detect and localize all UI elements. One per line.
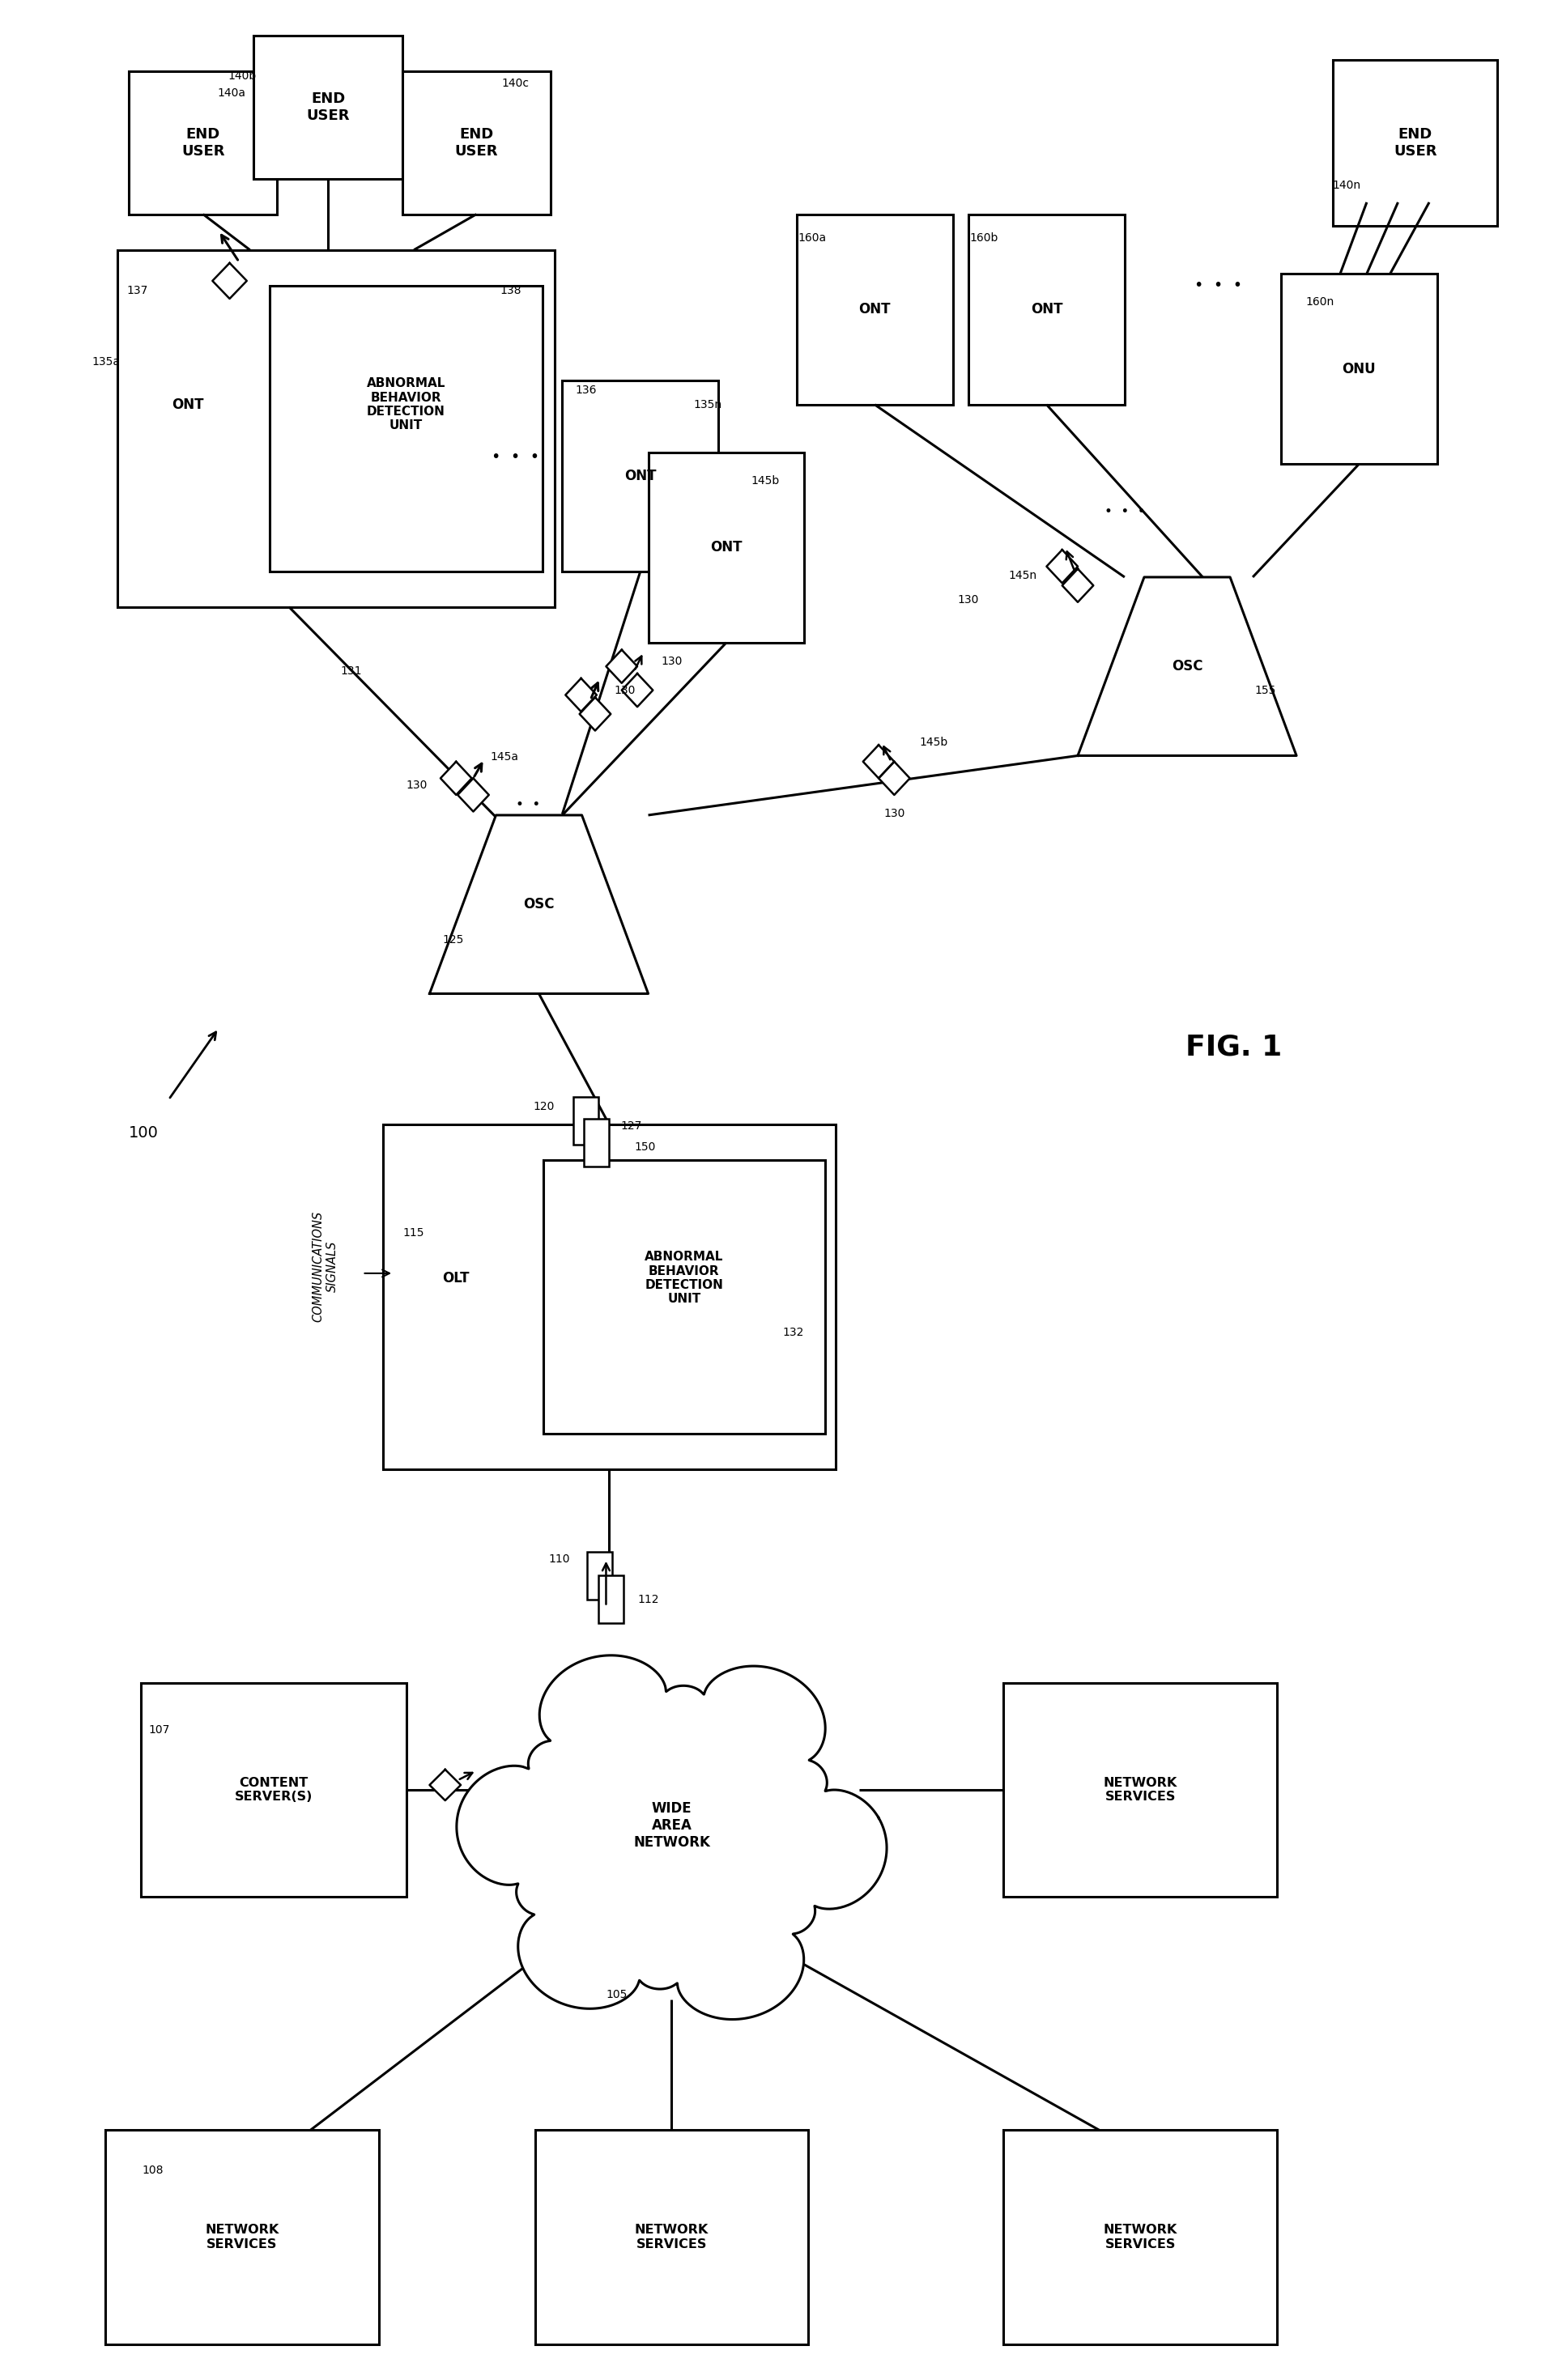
Text: 130: 130: [406, 781, 428, 790]
Bar: [584, 1119, 609, 1166]
Text: ONU: ONU: [1342, 362, 1376, 376]
Text: OSC: OSC: [523, 897, 555, 912]
Text: ONT: ONT: [1031, 302, 1062, 317]
Polygon shape: [580, 697, 611, 731]
Text: 127: 127: [620, 1121, 642, 1130]
Text: 160a: 160a: [798, 233, 826, 243]
Polygon shape: [430, 1771, 461, 1802]
Text: END
USER: END USER: [306, 90, 350, 124]
Polygon shape: [1047, 550, 1078, 583]
Bar: [573, 1097, 598, 1145]
Text: 140b: 140b: [228, 71, 256, 81]
Bar: [128, 71, 278, 214]
Text: END
USER: END USER: [455, 126, 498, 159]
Polygon shape: [456, 1656, 887, 2018]
Text: 115: 115: [403, 1228, 425, 1238]
Text: NETWORK
SERVICES: NETWORK SERVICES: [205, 2223, 280, 2251]
Polygon shape: [622, 674, 653, 707]
Text: 137: 137: [127, 286, 148, 295]
Bar: [1281, 274, 1437, 464]
Polygon shape: [606, 650, 637, 683]
Text: NETWORK
SERVICES: NETWORK SERVICES: [634, 2223, 709, 2251]
Text: END
USER: END USER: [181, 126, 225, 159]
Text: 120: 120: [533, 1102, 555, 1111]
Text: 135n: 135n: [694, 400, 722, 409]
Text: 150: 150: [634, 1142, 656, 1152]
Bar: [383, 1126, 836, 1471]
Text: 135a: 135a: [92, 357, 120, 367]
Bar: [403, 71, 551, 214]
Bar: [598, 1576, 623, 1623]
Text: 105: 105: [606, 1990, 628, 1999]
Bar: [117, 250, 555, 607]
Text: 145n: 145n: [1009, 571, 1037, 581]
Text: 155: 155: [1254, 685, 1276, 695]
Text: •  •  •: • • •: [1195, 278, 1242, 293]
Text: NETWORK
SERVICES: NETWORK SERVICES: [1103, 1775, 1178, 1804]
Text: 145b: 145b: [751, 476, 779, 486]
Text: END
USER: END USER: [1393, 126, 1437, 159]
Text: 145b: 145b: [918, 738, 948, 747]
Text: WIDE
AREA
NETWORK: WIDE AREA NETWORK: [633, 1802, 711, 1849]
Polygon shape: [430, 814, 648, 995]
Text: OSC: OSC: [1172, 659, 1203, 674]
Bar: [1334, 60, 1496, 226]
Text: 136: 136: [575, 386, 597, 395]
Bar: [1003, 2130, 1276, 2344]
Text: ABNORMAL
BEHAVIOR
DETECTION
UNIT: ABNORMAL BEHAVIOR DETECTION UNIT: [645, 1252, 723, 1304]
Bar: [648, 452, 804, 643]
Text: COMMUNICATIONS
SIGNALS: COMMUNICATIONS SIGNALS: [312, 1211, 337, 1321]
Text: OLT: OLT: [442, 1271, 470, 1285]
Text: 108: 108: [142, 2166, 164, 2175]
Polygon shape: [878, 762, 909, 795]
Polygon shape: [440, 762, 472, 795]
Bar: [253, 36, 401, 178]
Polygon shape: [458, 778, 489, 812]
Text: ONT: ONT: [625, 469, 656, 483]
Text: 138: 138: [500, 286, 522, 295]
Text: 112: 112: [637, 1595, 659, 1604]
Text: 130: 130: [884, 809, 904, 819]
Polygon shape: [1078, 578, 1296, 757]
Text: ONT: ONT: [711, 540, 742, 555]
Text: 100: 100: [128, 1126, 159, 1140]
Bar: [141, 1683, 406, 1897]
Text: ONT: ONT: [172, 397, 203, 412]
Bar: [534, 2130, 809, 2344]
Text: 107: 107: [148, 1726, 170, 1735]
Text: 160n: 160n: [1306, 298, 1334, 307]
Text: 130: 130: [614, 685, 636, 695]
Text: NETWORK
SERVICES: NETWORK SERVICES: [1103, 2223, 1178, 2251]
Text: 110: 110: [548, 1554, 570, 1564]
Text: 130: 130: [958, 595, 979, 605]
Text: 132: 132: [783, 1328, 804, 1338]
Text: 125: 125: [442, 935, 464, 945]
Text: FIG. 1: FIG. 1: [1186, 1033, 1282, 1061]
Polygon shape: [1062, 569, 1093, 602]
Text: 130: 130: [661, 657, 683, 666]
Bar: [544, 1159, 825, 1433]
Bar: [587, 1552, 612, 1599]
Text: ABNORMAL
BEHAVIOR
DETECTION
UNIT: ABNORMAL BEHAVIOR DETECTION UNIT: [367, 378, 445, 431]
Text: •  •: • •: [515, 797, 540, 812]
Text: 131: 131: [341, 666, 362, 676]
Bar: [270, 286, 544, 571]
Polygon shape: [862, 745, 893, 778]
Polygon shape: [565, 678, 597, 712]
Bar: [968, 214, 1125, 405]
Text: 140n: 140n: [1332, 181, 1361, 190]
Bar: [106, 2130, 380, 2344]
Text: 145a: 145a: [490, 752, 519, 762]
Text: 140c: 140c: [501, 79, 530, 88]
Text: 140a: 140a: [217, 88, 245, 98]
Text: ONT: ONT: [859, 302, 890, 317]
Bar: [1003, 1683, 1276, 1897]
Polygon shape: [212, 264, 247, 298]
Text: •  •  •: • • •: [1104, 505, 1145, 519]
Text: •  •  •: • • •: [492, 450, 539, 464]
Text: 160b: 160b: [970, 233, 998, 243]
Text: CONTENT
SERVER(S): CONTENT SERVER(S): [234, 1775, 312, 1804]
Bar: [797, 214, 953, 405]
Bar: [562, 381, 719, 571]
